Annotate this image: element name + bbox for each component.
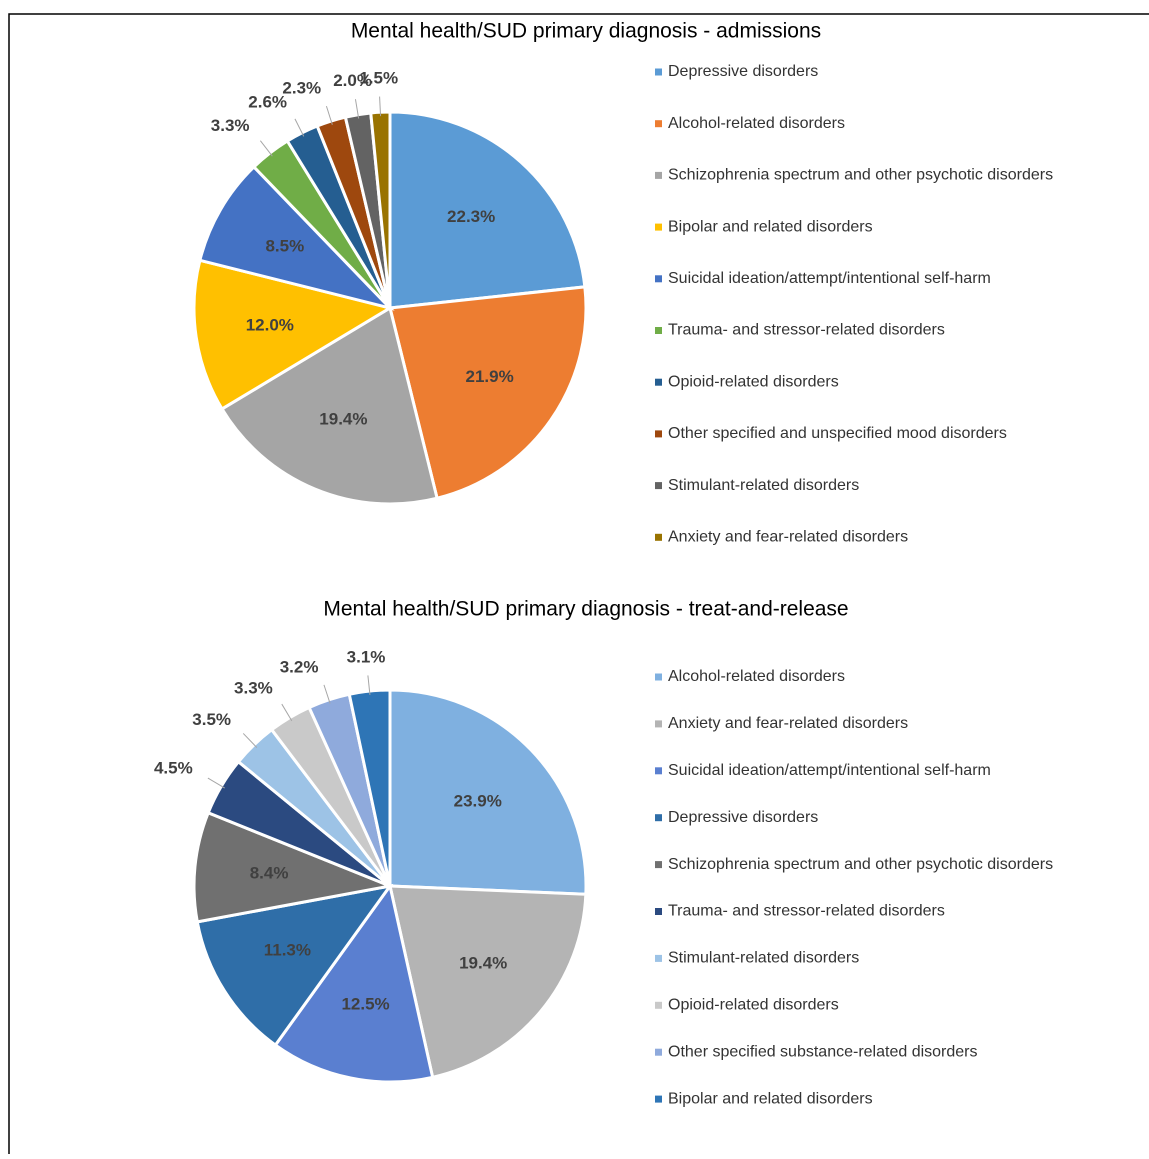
slice <box>219 305 439 506</box>
leader-line <box>294 118 305 137</box>
legend-swatch <box>655 1048 662 1056</box>
data-label: 1.5% <box>359 68 398 87</box>
legend-swatch <box>655 275 662 283</box>
legend-swatch <box>655 430 662 438</box>
data-label: 3.3% <box>211 116 250 135</box>
legend-swatch <box>655 720 662 728</box>
legend-swatch <box>655 861 662 869</box>
data-label: 2.6% <box>248 93 287 112</box>
slice <box>388 285 588 501</box>
data-label: 3.5% <box>192 710 231 729</box>
legend-label: Depressive disorders <box>668 809 818 826</box>
data-label: 21.9% <box>466 367 514 386</box>
leader-line <box>379 96 382 117</box>
data-label: 3.1% <box>347 647 386 666</box>
legend-label: Stimulant-related disorders <box>668 950 859 967</box>
slice <box>388 884 588 1080</box>
legend-swatch <box>655 533 662 541</box>
slice <box>195 883 394 1048</box>
legend-label: Schizophrenia spectrum and other psychot… <box>668 167 1053 184</box>
leader-line <box>259 140 273 157</box>
legend-swatch <box>655 68 662 76</box>
data-label: 19.4% <box>459 953 507 972</box>
leader-line <box>354 99 360 119</box>
slice <box>388 110 587 310</box>
legend-label: Other specified substance-related disord… <box>668 1043 978 1060</box>
legend-swatch <box>655 120 662 128</box>
legend-label: Opioid-related disorders <box>668 997 839 1014</box>
data-label: 12.5% <box>341 995 389 1014</box>
leader-line <box>242 733 258 748</box>
data-label: 19.4% <box>319 410 367 429</box>
data-label: 3.3% <box>234 678 273 697</box>
chart-title: Mental health/SUD primary diagnosis - ad… <box>351 20 821 43</box>
slice <box>192 258 394 412</box>
legend-label: Depressive disorders <box>668 63 818 80</box>
legend-swatch <box>655 1001 662 1009</box>
legend-swatch <box>655 767 662 775</box>
legend-label: Suicidal ideation/attempt/intentional se… <box>668 762 991 779</box>
leader-line <box>207 777 225 789</box>
legend-label: Anxiety and fear-related disorders <box>668 715 908 732</box>
data-label: 23.9% <box>454 791 502 810</box>
legend-swatch <box>655 327 662 334</box>
legend-label: Bipolar and related disorders <box>668 218 873 235</box>
data-label: 2.3% <box>282 79 321 98</box>
frame <box>8 13 1149 1159</box>
data-label: 8.5% <box>265 237 304 256</box>
chart-title: Mental health/SUD primary diagnosis - tr… <box>323 598 848 621</box>
slice <box>273 882 435 1084</box>
data-label: 11.3% <box>264 941 311 960</box>
legend-swatch <box>655 378 662 386</box>
legend-label: Stimulant-related disorders <box>668 477 859 494</box>
legend-swatch <box>655 954 662 962</box>
leader-line <box>367 675 371 696</box>
data-label: 12.0% <box>246 315 294 334</box>
legend-swatch <box>655 908 662 915</box>
legend-label: Trauma- and stressor-related disorders <box>668 322 945 339</box>
legend-swatch <box>655 482 662 490</box>
legend-label: Bipolar and related disorders <box>668 1090 873 1107</box>
legend-swatch <box>655 1095 662 1103</box>
data-label: 3.2% <box>280 658 319 677</box>
slice <box>198 164 395 311</box>
legend-label: Anxiety and fear-related disorders <box>668 529 908 546</box>
legend-swatch <box>655 171 662 179</box>
data-label: 22.3% <box>447 207 495 226</box>
legend-label: Schizophrenia spectrum and other psychot… <box>668 856 1053 873</box>
leader-line <box>323 684 331 704</box>
legend-swatch <box>655 814 662 822</box>
legend-swatch <box>655 223 662 231</box>
legend-label: Other specified and unspecified mood dis… <box>668 425 1007 442</box>
data-label: 2.0% <box>333 71 372 90</box>
legend-label: Opioid-related disorders <box>668 373 839 390</box>
data-label: 4.5% <box>154 759 193 778</box>
slice <box>192 810 396 924</box>
leader-line <box>325 105 333 125</box>
legend-swatch <box>655 673 662 681</box>
legend-label: Alcohol-related disorders <box>668 115 845 132</box>
slice <box>388 688 588 896</box>
legend-label: Alcohol-related disorders <box>668 668 845 685</box>
leader-line <box>281 703 293 722</box>
legend-label: Trauma- and stressor-related disorders <box>668 903 945 920</box>
data-label: 8.4% <box>250 863 289 882</box>
legend-label: Suicidal ideation/attempt/intentional se… <box>668 270 991 287</box>
